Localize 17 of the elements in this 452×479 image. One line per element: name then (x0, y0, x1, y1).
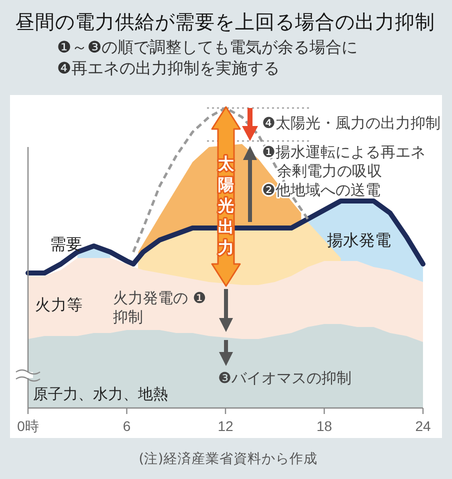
x-tick-label: 12 (218, 418, 234, 434)
annotation: ❶揚水運転による再エネ余剰電力の吸収 (262, 143, 426, 180)
series-label: 揚水発電 (327, 230, 391, 250)
annotation: 火力発電の ❶抑制 (113, 289, 206, 326)
annotation: 太陽光出力 (217, 154, 235, 256)
x-tick-label: 24 (415, 418, 431, 434)
x-tick-label: 18 (316, 418, 332, 434)
text: (注)経済産業省資料から作成 (138, 451, 318, 467)
annotation: ❹太陽光・風力の出力抑制 (262, 114, 440, 132)
x-tick-label: 0時 (17, 418, 39, 434)
series-label: 火力等 (35, 296, 83, 314)
chart-title: 昼間の電力供給が需要を上回る場合の出力抑制 (15, 10, 435, 34)
series-label: 需要 (50, 234, 82, 254)
x-tick-label: 6 (122, 418, 131, 434)
annotation: ❸バイオマスの抑制 (218, 369, 352, 387)
series-label: 原子力、水力、地熱 (33, 385, 168, 403)
chart-subtitle: ❶～❸の順で調整しても電気が余る場合に ❹再エネの出力抑制を実施する (57, 38, 358, 78)
